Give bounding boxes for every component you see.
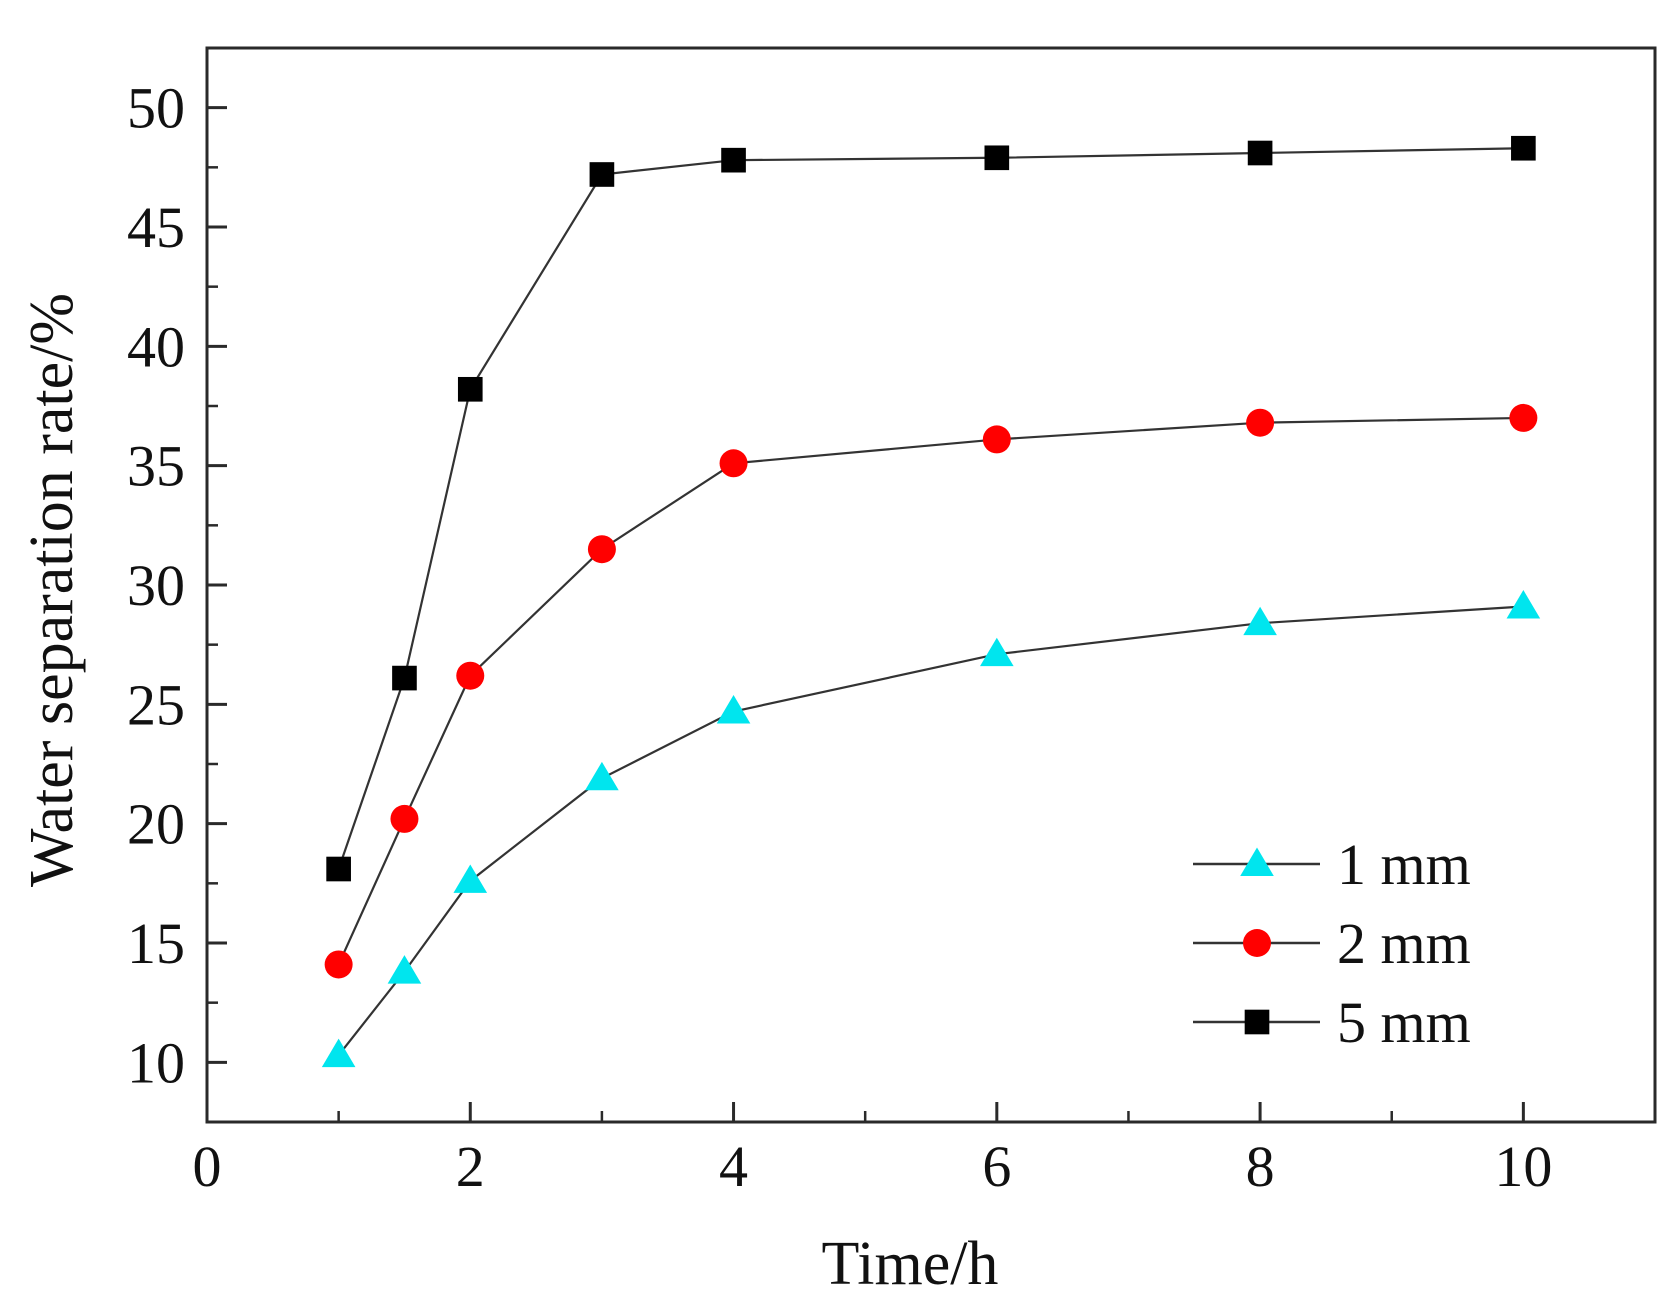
data-point-5-mm — [1511, 135, 1536, 161]
x-tick-label: 4 — [719, 1134, 748, 1199]
series-5-mm — [326, 135, 1536, 882]
data-point-2-mm — [1246, 408, 1275, 437]
data-point-5-mm — [392, 665, 417, 691]
legend-item-2-mm: 2 mm — [1193, 911, 1471, 976]
data-point-5-mm — [457, 376, 483, 402]
y-tick-label: 10 — [127, 1030, 185, 1095]
x-tick-label: 6 — [982, 1134, 1011, 1199]
data-point-1-mm — [387, 955, 422, 984]
data-point-2-mm — [324, 950, 353, 979]
series-line-1-mm — [337, 605, 1524, 1056]
data-point-5-mm — [589, 162, 615, 187]
data-point-2-mm — [982, 425, 1011, 454]
data-point-5-mm — [1247, 140, 1273, 166]
y-tick-label: 50 — [127, 76, 185, 141]
y-tick-label: 35 — [127, 434, 185, 499]
data-point-5-mm — [721, 147, 746, 173]
y-tick-label: 45 — [127, 195, 185, 260]
series-line-5-mm — [337, 147, 1524, 870]
series-1-mm — [321, 589, 1541, 1068]
y-tick-label: 15 — [127, 911, 185, 976]
legend-marker — [1240, 847, 1274, 876]
x-tick-label: 0 — [193, 1134, 222, 1199]
data-point-2-mm — [719, 449, 748, 478]
y-tick-label: 30 — [127, 553, 185, 618]
legend-label: 5 mm — [1337, 990, 1471, 1055]
data-point-2-mm — [456, 661, 485, 690]
data-point-1-mm — [980, 637, 1014, 667]
legend-marker — [1244, 1009, 1270, 1035]
data-point-2-mm — [1509, 403, 1538, 432]
x-axis-title: Time/h — [822, 1230, 999, 1298]
legend-marker — [1243, 929, 1271, 957]
data-point-1-mm — [453, 864, 488, 893]
series-2-mm — [324, 403, 1538, 979]
y-tick-label: 20 — [127, 792, 185, 857]
data-point-1-mm — [321, 1038, 356, 1068]
legend-item-5-mm: 5 mm — [1193, 990, 1471, 1055]
series-group — [321, 135, 1541, 1068]
data-point-5-mm — [984, 145, 1010, 171]
data-point-1-mm — [1243, 606, 1277, 636]
legend-label: 2 mm — [1337, 911, 1471, 976]
data-point-1-mm — [585, 761, 619, 791]
y-tick-label: 40 — [127, 314, 185, 379]
legend-item-1-mm: 1 mm — [1193, 832, 1471, 897]
y-axis-ticks: 10 15 20 25 30 35 40 45 50 — [127, 76, 227, 1095]
x-tick-label: 10 — [1494, 1134, 1552, 1199]
series-line-2-mm — [337, 416, 1524, 965]
data-point-1-mm — [1506, 589, 1541, 619]
x-tick-label: 2 — [456, 1134, 485, 1199]
legend-label: 1 mm — [1337, 832, 1471, 897]
data-point-1-mm — [716, 695, 751, 724]
data-point-2-mm — [587, 535, 616, 564]
data-point-5-mm — [326, 856, 351, 882]
data-point-2-mm — [390, 804, 419, 833]
y-tick-label: 25 — [127, 672, 185, 737]
x-axis-ticks: 0 2 4 6 8 10 — [193, 1102, 1552, 1199]
legend: 1 mm 2 mm 5 mm — [1193, 832, 1471, 1055]
y-axis-title: Water separation rate/% — [18, 293, 86, 887]
x-tick-label: 8 — [1246, 1134, 1275, 1199]
